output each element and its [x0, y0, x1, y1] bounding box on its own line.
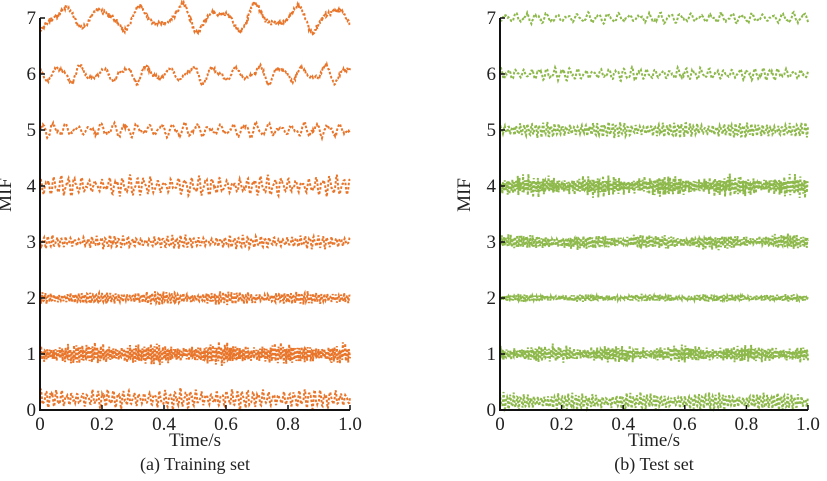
series-line-4	[499, 173, 809, 198]
ylabel-test: MIF	[454, 178, 475, 212]
series-line-7	[39, 341, 351, 367]
series-line-7	[499, 343, 809, 363]
caption-training: (a) Training set	[140, 454, 250, 475]
caption-test: (b) Test set	[614, 454, 693, 475]
series-line-5	[499, 233, 809, 251]
series-lines-training	[39, 0, 351, 411]
y-tick-label: 4	[27, 176, 37, 197]
x-tick-label: 0.2	[550, 414, 574, 435]
series-line-6	[499, 291, 809, 304]
xlabel-training: Time/s	[169, 430, 221, 451]
x-tick-label: 1.0	[338, 414, 362, 435]
series-line-4	[39, 172, 351, 199]
x-tick-label: 0.8	[735, 414, 759, 435]
y-tick-label: 2	[27, 288, 37, 309]
ticks-test: 0 1 2 3 4 5 6 7 0 0.2 0.4 0.6 0.8 1.0	[487, 8, 820, 435]
y-tick-label: 5	[27, 120, 37, 141]
ylabel-training: MIF	[0, 178, 16, 212]
series-line-3	[39, 117, 351, 142]
y-tick-label: 3	[27, 232, 37, 253]
y-tick-label: 3	[487, 232, 497, 253]
y-tick-label: 2	[487, 288, 497, 309]
x-tick-label: 0	[495, 414, 505, 435]
y-tick-label: 4	[487, 176, 497, 197]
x-tick-label: 1.0	[796, 414, 820, 435]
y-tick-label: 0	[487, 400, 497, 421]
series-line-6	[39, 289, 351, 308]
y-tick-label: 7	[487, 8, 497, 29]
y-tick-label: 5	[487, 120, 497, 141]
x-tick-label: 0.4	[152, 414, 176, 435]
series-line-2	[499, 64, 809, 85]
y-tick-label: 7	[27, 8, 37, 29]
x-tick-label: 0	[35, 414, 45, 435]
x-tick-label: 0.6	[673, 414, 697, 435]
y-tick-label: 1	[27, 344, 37, 365]
y-tick-label: 6	[487, 64, 497, 85]
series-line-8	[39, 386, 351, 411]
series-line-2	[39, 60, 351, 88]
y-tick-label: 0	[27, 400, 37, 421]
panel-test-set: 0 1 2 3 4 5 6 7 0 0.2 0.4 0.6 0.8 1.0 Time/s MIF (b) …	[454, 8, 820, 475]
x-tick-label: 0.2	[90, 414, 114, 435]
ticks-training: 0 1 2 3 4 5 6 7 0 0.2 0.4 0.6 0.8 1.0	[27, 8, 362, 435]
series-line-1	[39, 0, 351, 37]
series-line-3	[499, 120, 809, 140]
series-line-5	[39, 232, 351, 252]
series-line-1	[499, 9, 809, 27]
xlabel-test: Time/s	[628, 430, 680, 451]
series-lines-test	[499, 9, 809, 413]
y-tick-label: 1	[487, 344, 497, 365]
x-tick-label: 0.4	[611, 414, 635, 435]
x-tick-label: 0.8	[276, 414, 300, 435]
panel-training-set: 0 1 2 3 4 5 6 7 0 0.2 0.4 0.6 0.8 1.0 Time/s MIF (a) …	[0, 0, 362, 475]
series-line-8	[499, 391, 809, 413]
y-tick-label: 6	[27, 64, 37, 85]
x-tick-label: 0.6	[214, 414, 238, 435]
